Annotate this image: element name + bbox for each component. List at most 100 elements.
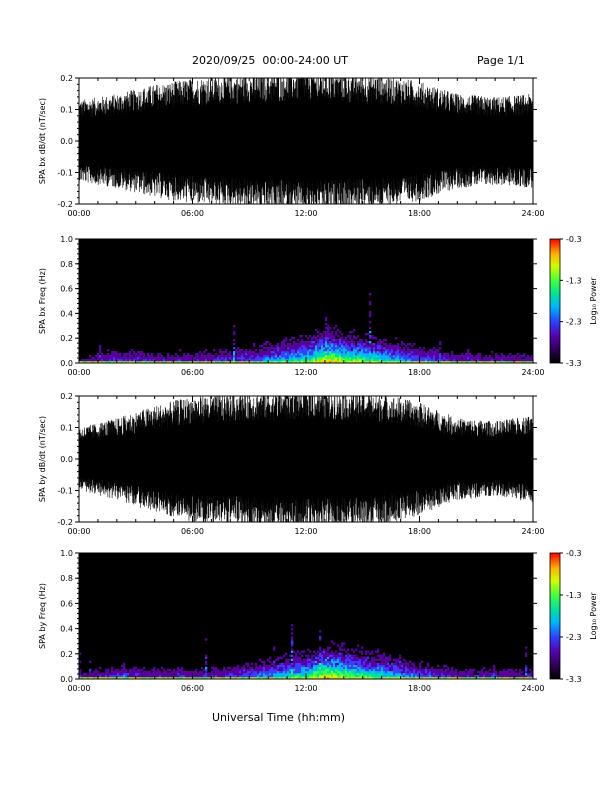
spectrogram-cell	[259, 674, 262, 678]
spectrogram-cell	[119, 674, 122, 678]
spectrogram-cell	[335, 650, 338, 653]
spectrogram-cell	[389, 672, 392, 676]
spectrogram-cell	[175, 670, 178, 674]
spectrogram-cell	[219, 674, 222, 678]
spectrogram-cell	[419, 355, 422, 358]
spectrogram-cell	[411, 676, 414, 680]
spectrogram-cell	[363, 666, 366, 670]
spectrogram-cell	[439, 341, 442, 344]
spectrogram-cell	[275, 676, 278, 680]
spectrogram-cell	[119, 353, 122, 356]
spectrogram-cell	[243, 359, 246, 362]
spectrogram-cell	[331, 339, 334, 342]
spectrogram-cell	[263, 351, 266, 354]
spectrogram-cell	[347, 670, 350, 674]
spectrogram-cell	[337, 361, 340, 364]
spectrogram-cell	[209, 361, 212, 364]
y-tick-label: 0.4	[60, 625, 73, 634]
spectrogram-cell	[295, 347, 298, 350]
spectrogram-cell	[283, 654, 286, 657]
spectrogram-cell	[335, 361, 338, 364]
spectrogram-cell	[205, 656, 208, 659]
spectrogram-cell	[201, 674, 204, 678]
spectrogram-cell	[253, 357, 256, 360]
spectrogram-cell	[427, 676, 430, 680]
spectrogram-cell	[299, 343, 302, 346]
spectrogram-cell	[263, 361, 266, 364]
spectrogram-cell	[341, 341, 344, 344]
spectrogram-cell	[129, 670, 132, 674]
spectrogram-cell	[373, 347, 376, 350]
spectrogram-cell	[467, 349, 470, 352]
spectrogram-cell	[125, 670, 128, 674]
spectrogram-cell	[399, 656, 402, 659]
spectrogram-cell	[285, 357, 288, 360]
spectrogram-cell	[325, 337, 328, 340]
spectrogram-cell	[439, 674, 442, 678]
spectrogram-cell	[441, 674, 444, 678]
spectrogram-cell	[407, 361, 410, 364]
spectrogram-cell	[397, 664, 400, 668]
spectrogram-cell	[399, 654, 402, 657]
spectrogram-cell	[239, 672, 242, 676]
spectrogram-cell	[371, 660, 374, 664]
spectrogram-cell	[457, 355, 460, 358]
spectrogram-cell	[401, 670, 404, 674]
spectrogram-cell	[509, 668, 512, 672]
spectrogram-cell	[419, 357, 422, 360]
spectrogram-cell	[201, 670, 204, 674]
spectrogram-cell	[353, 341, 356, 344]
spectrogram-cell	[411, 353, 414, 356]
spectrogram-cell	[341, 349, 344, 352]
spectrogram-cell	[225, 361, 228, 364]
spectrogram-cell	[375, 361, 378, 364]
spectrogram-cell	[261, 357, 264, 360]
spectrogram-cell	[485, 355, 488, 358]
spectrogram-cell	[385, 656, 388, 659]
spectrogram-cell	[187, 670, 190, 674]
spectrogram-cell	[285, 355, 288, 358]
spectrogram-cell	[361, 345, 364, 348]
spectrogram-cell	[293, 359, 296, 362]
spectrogram-cell	[517, 676, 520, 680]
spectrogram-cell	[391, 353, 394, 356]
spectrogram-cell	[379, 357, 382, 360]
spectrogram-cell	[321, 349, 324, 352]
spectrogram-cell	[291, 668, 294, 672]
spectrogram-cell	[413, 361, 416, 364]
spectrogram-cell	[415, 359, 418, 362]
spectrogram-cell	[277, 672, 280, 676]
spectrogram-cell	[121, 361, 124, 364]
spectrogram-cell	[325, 668, 328, 672]
spectrogram-cell	[201, 359, 204, 362]
spectrogram-cell	[305, 660, 308, 664]
spectrogram-cell	[319, 630, 322, 633]
spectrogram-cell	[327, 353, 330, 356]
spectrogram-cell	[371, 652, 374, 655]
spectrogram-cell	[315, 339, 318, 342]
spectrogram-cell	[319, 658, 322, 662]
spectrogram-cell	[287, 353, 290, 356]
spectrogram-cell	[447, 668, 450, 672]
spectrogram-cell	[341, 670, 344, 674]
spectrogram-cell	[281, 672, 284, 676]
spectrogram-cell	[235, 359, 238, 362]
spectrogram-cell	[265, 664, 268, 668]
spectrogram-cell	[349, 668, 352, 672]
spectrogram-cell	[339, 658, 342, 662]
spectrogram-cell	[355, 353, 358, 356]
spectrogram-cell	[475, 355, 478, 358]
spectrogram-cell	[421, 359, 424, 362]
spectrogram-cell	[323, 345, 326, 348]
spectrogram-cell	[123, 355, 126, 358]
spectrogram-cell	[289, 351, 292, 354]
spectrogram-cell	[421, 349, 424, 352]
spectrogram-cell	[327, 359, 330, 362]
spectrogram-cell	[333, 660, 336, 664]
spectrogram-cell	[235, 674, 238, 678]
spectrogram-cell	[431, 349, 434, 352]
spectrogram-cell	[357, 359, 360, 362]
spectrogram-cell	[339, 654, 342, 657]
spectrogram-cell	[105, 357, 108, 360]
spectrogram-cell	[357, 355, 360, 358]
